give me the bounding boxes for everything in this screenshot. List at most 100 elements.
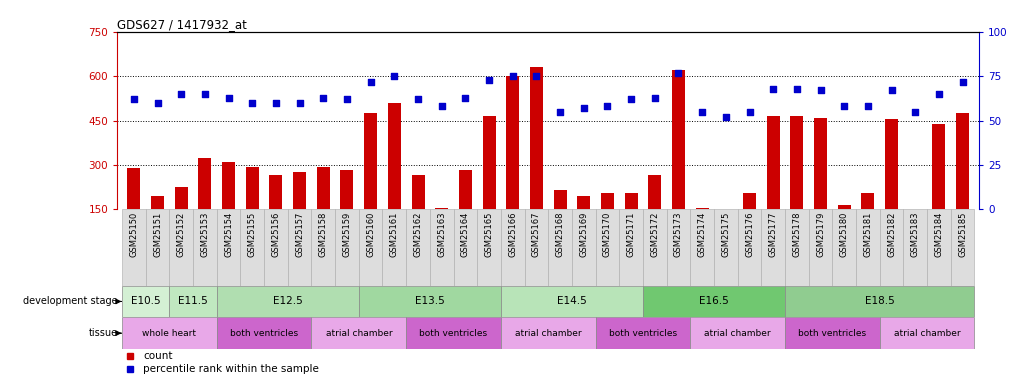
Text: GSM25185: GSM25185 — [957, 212, 966, 257]
Text: GSM25169: GSM25169 — [579, 212, 588, 257]
Bar — [146, 210, 169, 286]
Text: GSM25179: GSM25179 — [815, 212, 824, 257]
Text: GSM25171: GSM25171 — [626, 212, 635, 257]
Bar — [595, 317, 690, 349]
Bar — [122, 317, 217, 349]
Point — [669, 70, 686, 76]
Text: GSM25176: GSM25176 — [744, 212, 753, 257]
Bar — [359, 210, 382, 286]
Bar — [903, 210, 926, 286]
Text: E13.5: E13.5 — [415, 297, 444, 306]
Point — [244, 100, 260, 106]
Point — [197, 91, 213, 97]
Bar — [500, 286, 642, 317]
Text: GSM25162: GSM25162 — [413, 212, 422, 257]
Text: whole heart: whole heart — [143, 328, 197, 338]
Text: GSM25152: GSM25152 — [176, 212, 185, 257]
Point — [954, 79, 970, 85]
Bar — [785, 210, 808, 286]
Bar — [577, 196, 590, 254]
Point — [599, 104, 615, 110]
Point — [930, 91, 947, 97]
Bar — [908, 221, 921, 254]
Text: E11.5: E11.5 — [178, 297, 208, 306]
Bar — [878, 210, 903, 286]
Bar — [459, 170, 472, 254]
Bar — [387, 103, 400, 254]
Text: GSM25165: GSM25165 — [484, 212, 493, 257]
Bar — [600, 193, 613, 254]
Bar — [926, 210, 950, 286]
Bar — [672, 70, 685, 254]
Bar — [429, 210, 453, 286]
Text: E14.5: E14.5 — [556, 297, 586, 306]
Bar — [317, 166, 329, 254]
Point — [528, 73, 544, 79]
Text: GSM25159: GSM25159 — [342, 212, 352, 257]
Bar — [311, 317, 406, 349]
Bar — [482, 116, 495, 254]
Text: GSM25172: GSM25172 — [650, 212, 658, 257]
Text: GSM25154: GSM25154 — [224, 212, 233, 257]
Bar — [595, 210, 619, 286]
Bar — [884, 119, 897, 254]
Bar — [642, 210, 666, 286]
Point — [717, 114, 734, 120]
Point — [433, 104, 449, 110]
Bar — [193, 210, 217, 286]
Bar — [624, 193, 637, 254]
Bar — [151, 196, 164, 254]
Bar — [382, 210, 406, 286]
Text: GSM25183: GSM25183 — [910, 212, 919, 257]
Text: atrial chamber: atrial chamber — [893, 328, 960, 338]
Text: GSM25161: GSM25161 — [389, 212, 398, 257]
Bar — [690, 317, 785, 349]
Text: GSM25160: GSM25160 — [366, 212, 375, 257]
Text: atrial chamber: atrial chamber — [325, 328, 391, 338]
Text: GSM25151: GSM25151 — [153, 212, 162, 257]
Bar — [246, 166, 259, 254]
Bar — [950, 210, 973, 286]
Bar — [292, 172, 306, 254]
Point — [315, 94, 331, 100]
Bar — [955, 113, 968, 254]
Bar — [311, 210, 335, 286]
Bar — [695, 208, 708, 254]
Text: percentile rank within the sample: percentile rank within the sample — [143, 364, 319, 374]
Bar — [524, 210, 548, 286]
Text: GSM25177: GSM25177 — [768, 212, 776, 257]
Point — [859, 104, 875, 110]
Point — [575, 105, 591, 111]
Text: both ventricles: both ventricles — [608, 328, 677, 338]
Bar — [790, 116, 803, 254]
Point — [623, 96, 639, 102]
Point — [551, 109, 568, 115]
Bar — [666, 210, 690, 286]
Bar — [878, 317, 973, 349]
Point — [291, 100, 308, 106]
Bar — [169, 210, 193, 286]
Text: E12.5: E12.5 — [273, 297, 303, 306]
Bar — [785, 286, 973, 317]
Text: GSM25180: GSM25180 — [839, 212, 848, 257]
Bar — [453, 210, 477, 286]
Text: GSM25155: GSM25155 — [248, 212, 257, 257]
Point — [268, 100, 284, 106]
Bar — [642, 286, 785, 317]
Bar — [217, 317, 311, 349]
Text: both ventricles: both ventricles — [230, 328, 298, 338]
Bar — [406, 317, 500, 349]
Text: E10.5: E10.5 — [130, 297, 160, 306]
Bar — [547, 210, 572, 286]
Text: GSM25175: GSM25175 — [720, 212, 730, 257]
Text: E18.5: E18.5 — [864, 297, 894, 306]
Text: GSM25168: GSM25168 — [555, 212, 565, 257]
Bar — [785, 317, 878, 349]
Point — [788, 86, 804, 92]
Bar — [766, 116, 779, 254]
Bar — [619, 210, 642, 286]
Text: GDS627 / 1417932_at: GDS627 / 1417932_at — [117, 18, 247, 31]
Bar — [713, 210, 737, 286]
Bar — [174, 187, 187, 254]
Point — [362, 79, 378, 85]
